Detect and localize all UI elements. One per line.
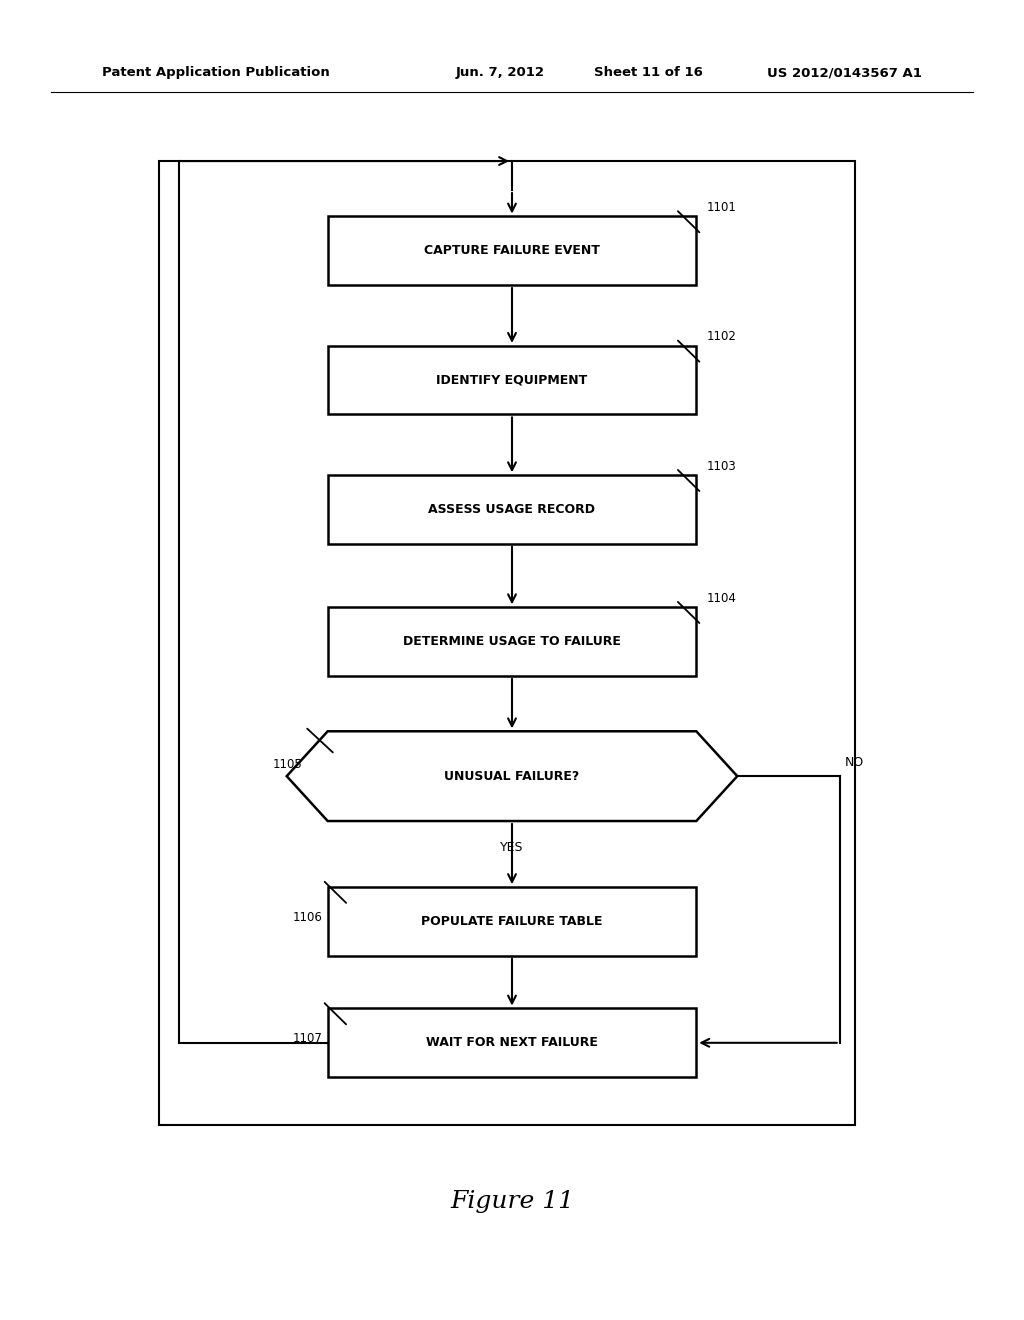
- Text: Patent Application Publication: Patent Application Publication: [102, 66, 330, 79]
- Text: 1102: 1102: [707, 330, 736, 343]
- Text: NO: NO: [845, 756, 864, 770]
- Text: 1105: 1105: [272, 758, 302, 771]
- Text: Sheet 11 of 16: Sheet 11 of 16: [594, 66, 702, 79]
- Text: Figure 11: Figure 11: [450, 1189, 574, 1213]
- Text: 1103: 1103: [707, 459, 736, 473]
- Text: 1104: 1104: [707, 591, 736, 605]
- Text: IDENTIFY EQUIPMENT: IDENTIFY EQUIPMENT: [436, 374, 588, 387]
- Text: WAIT FOR NEXT FAILURE: WAIT FOR NEXT FAILURE: [426, 1036, 598, 1049]
- Text: 1101: 1101: [707, 201, 736, 214]
- Bar: [159, 161, 855, 1125]
- Text: DETERMINE USAGE TO FAILURE: DETERMINE USAGE TO FAILURE: [403, 635, 621, 648]
- Text: US 2012/0143567 A1: US 2012/0143567 A1: [767, 66, 922, 79]
- Bar: [328, 607, 696, 676]
- Text: 1106: 1106: [293, 911, 323, 924]
- Text: POPULATE FAILURE TABLE: POPULATE FAILURE TABLE: [421, 915, 603, 928]
- Bar: [328, 346, 696, 414]
- Text: YES: YES: [501, 841, 523, 854]
- Bar: [328, 1008, 696, 1077]
- Bar: [328, 216, 696, 285]
- Text: UNUSUAL FAILURE?: UNUSUAL FAILURE?: [444, 770, 580, 783]
- Bar: [328, 475, 696, 544]
- Text: ASSESS USAGE RECORD: ASSESS USAGE RECORD: [428, 503, 596, 516]
- Text: CAPTURE FAILURE EVENT: CAPTURE FAILURE EVENT: [424, 244, 600, 257]
- Text: Jun. 7, 2012: Jun. 7, 2012: [456, 66, 545, 79]
- Bar: [328, 887, 696, 956]
- Polygon shape: [287, 731, 737, 821]
- Text: 1107: 1107: [293, 1032, 323, 1045]
